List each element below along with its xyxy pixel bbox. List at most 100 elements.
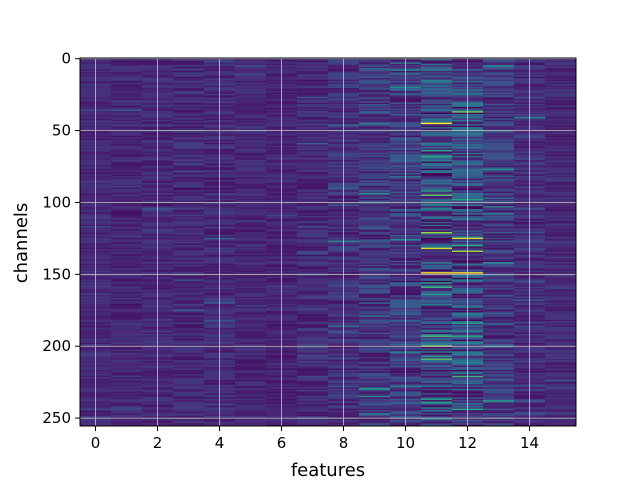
heatmap-cell: [359, 300, 391, 303]
heatmap-cell: [545, 252, 577, 254]
heatmap-cell: [297, 139, 329, 142]
heatmap-cell: [421, 331, 453, 333]
heatmap-cell: [111, 348, 143, 351]
heatmap-cell: [173, 147, 205, 149]
heatmap-cell: [421, 292, 453, 295]
heatmap-cell: [359, 374, 391, 376]
heatmap-cell: [545, 194, 577, 197]
heatmap-cell: [545, 173, 577, 175]
heatmap-cell: [173, 249, 205, 251]
heatmap-cell: [111, 275, 143, 277]
heatmap-cell: [297, 175, 329, 178]
heatmap-cell: [235, 244, 267, 247]
heatmap-cell: [111, 79, 143, 82]
heatmap-cell: [483, 121, 515, 123]
heatmap-cell: [297, 403, 329, 405]
heatmap-cell: [173, 82, 205, 85]
heatmap-cell: [235, 334, 267, 336]
heatmap-cell: [545, 185, 577, 188]
heatmap-cell: [359, 93, 391, 96]
heatmap-cell: [235, 242, 267, 244]
heatmap-cell: [483, 341, 515, 343]
heatmap-cell: [545, 137, 577, 139]
heatmap-cell: [235, 214, 267, 217]
heatmap-cell: [111, 234, 143, 237]
heatmap-cell: [111, 352, 143, 355]
heatmap-cell: [421, 213, 453, 215]
heatmap-cell: [173, 114, 205, 116]
heatmap-cell: [421, 249, 453, 251]
heatmap-cell: [111, 147, 143, 149]
heatmap-cell: [235, 331, 267, 333]
heatmap-cell: [173, 81, 205, 83]
heatmap-cell: [359, 203, 391, 205]
heatmap-cell: [297, 233, 329, 236]
heatmap-cell: [545, 341, 577, 343]
heatmap-cell: [297, 239, 329, 241]
heatmap-cell: [545, 381, 577, 384]
heatmap-cell: [359, 348, 391, 351]
heatmap-cell: [235, 303, 267, 306]
heatmap-cell: [545, 289, 577, 292]
y-tick-label: 150: [42, 265, 71, 283]
heatmap-cell: [111, 355, 143, 358]
heatmap-cell: [297, 200, 329, 203]
heatmap-cell: [545, 374, 577, 376]
heatmap-cell: [545, 168, 577, 171]
heatmap-cell: [297, 236, 329, 238]
heatmap-cell: [359, 219, 391, 221]
heatmap-cell: [111, 65, 143, 67]
heatmap-cell: [235, 60, 267, 63]
heatmap-cell: [359, 121, 391, 123]
heatmap-cell: [545, 397, 577, 399]
heatmap-cell: [545, 384, 577, 387]
heatmap-cell: [421, 89, 453, 92]
heatmap-cell: [545, 413, 577, 415]
heatmap-cell: [173, 127, 205, 129]
heatmap-cell: [235, 369, 267, 372]
heatmap-cell: [111, 309, 143, 312]
heatmap-cell: [173, 106, 205, 109]
heatmap-cell: [421, 243, 453, 246]
heatmap-cell: [111, 158, 143, 161]
heatmap-cell: [545, 311, 577, 313]
heatmap-cell: [173, 371, 205, 374]
heatmap-cell: [545, 227, 577, 230]
heatmap-cell: [235, 124, 267, 126]
heatmap-cell: [545, 190, 577, 192]
heatmap-cell: [111, 115, 143, 118]
heatmap-cell: [421, 198, 453, 201]
heatmap-cell: [483, 349, 515, 352]
heatmap-cell: [111, 407, 143, 410]
heatmap-cell: [483, 407, 515, 410]
heatmap-cell: [111, 229, 143, 231]
heatmap-cell: [421, 374, 453, 376]
heatmap-cell: [173, 326, 205, 329]
heatmap-cell: [111, 374, 143, 376]
heatmap-cell: [359, 315, 391, 318]
heatmap-cell: [545, 119, 577, 122]
heatmap-cell: [111, 164, 143, 167]
heatmap-cell: [545, 415, 577, 418]
heatmap-cell: [359, 72, 391, 75]
heatmap-cell: [297, 242, 329, 244]
heatmap-cell: [173, 364, 205, 366]
heatmap-cell: [297, 227, 329, 230]
heatmap-cell: [483, 424, 515, 427]
heatmap-cell: [483, 391, 515, 394]
heatmap-cell: [545, 283, 577, 286]
heatmap-cell: [111, 85, 143, 88]
heatmap-cell: [111, 354, 143, 356]
heatmap-cell: [111, 162, 143, 165]
heatmap-cell: [421, 299, 453, 302]
heatmap-cell: [483, 233, 515, 236]
heatmap-cell: [173, 411, 205, 414]
heatmap-cell: [545, 197, 577, 200]
heatmap-cell: [545, 167, 577, 169]
heatmap-cell: [545, 266, 577, 269]
heatmap-cell: [421, 122, 453, 125]
heatmap-cell: [545, 299, 577, 302]
heatmap-cell: [421, 139, 453, 142]
heatmap-cell: [359, 148, 391, 151]
heatmap-cell: [297, 198, 329, 201]
